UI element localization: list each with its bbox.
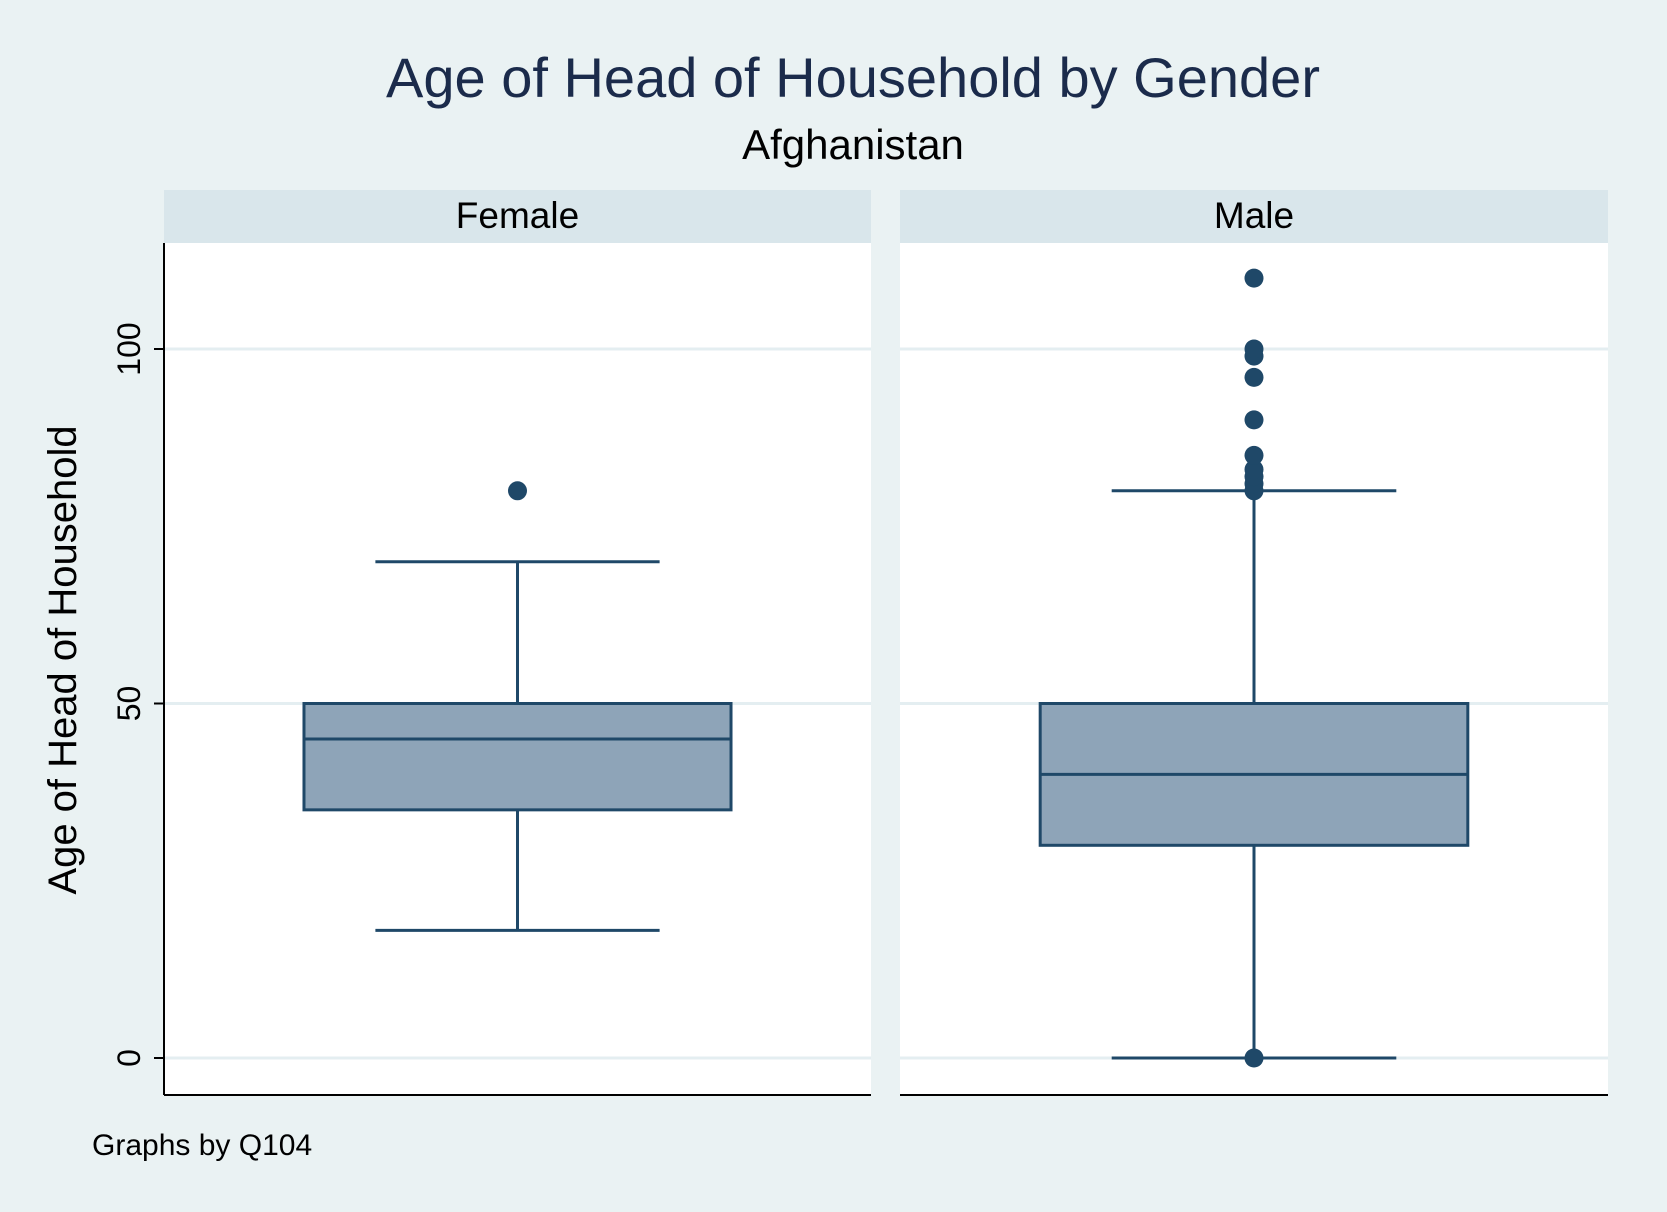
panel-female: Female 0 50 100 xyxy=(111,190,871,1096)
outlier-point xyxy=(1244,1048,1264,1068)
outlier-point xyxy=(1244,460,1264,480)
iqr-box xyxy=(302,702,733,812)
outlier-point xyxy=(1244,268,1264,288)
outlier-point xyxy=(508,481,527,501)
outlier-point xyxy=(1244,367,1264,387)
strip-header xyxy=(900,190,1608,243)
outlier-point xyxy=(1244,410,1264,430)
strip-label: Male xyxy=(1214,195,1294,236)
graph-note: Graphs by Q104 xyxy=(92,1129,312,1162)
y-axis-title: Age of Head of Household xyxy=(41,425,85,894)
y-tick-label: 50 xyxy=(111,686,147,722)
outlier-point xyxy=(1244,445,1264,465)
chart-title: Age of Head of Household by Gender xyxy=(386,46,1320,109)
panel-male: Male xyxy=(900,190,1608,1096)
outlier-point xyxy=(1244,339,1264,359)
strip-label: Female xyxy=(456,195,579,236)
strip-header xyxy=(164,190,871,243)
panels: Female 0 50 100 Male xyxy=(111,190,1608,1096)
y-tick-label: 100 xyxy=(111,322,147,375)
y-tick-label: 0 xyxy=(111,1049,147,1067)
chart-subtitle: Afghanistan xyxy=(742,121,964,168)
